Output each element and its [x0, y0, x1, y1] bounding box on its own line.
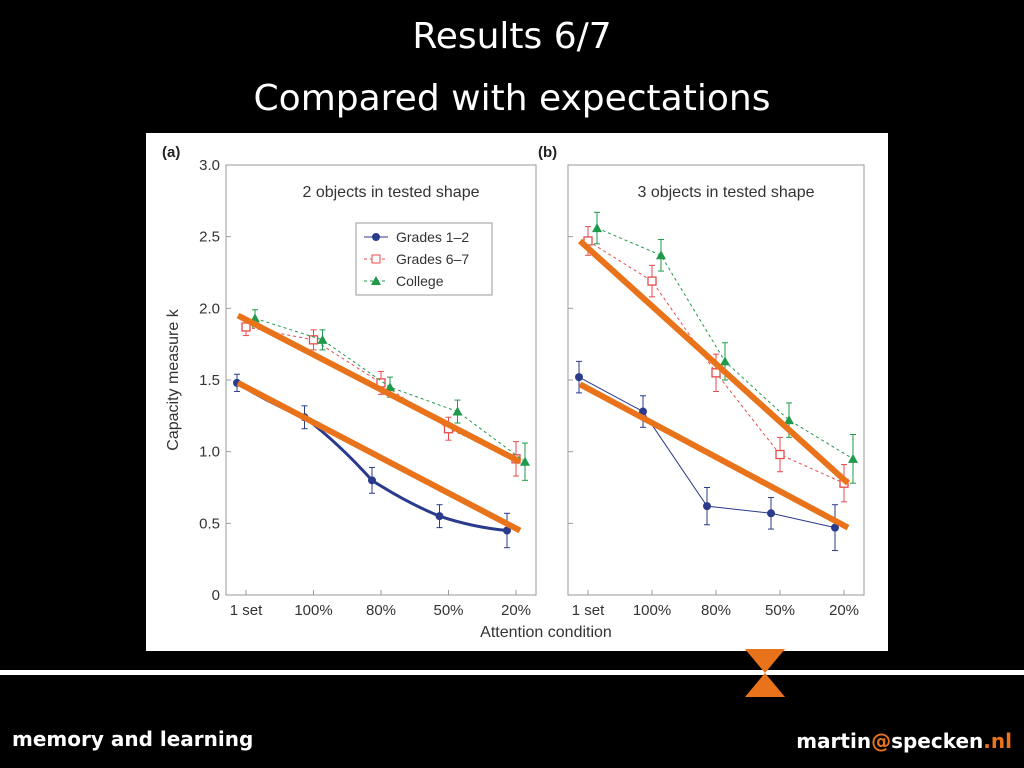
x-tick-label: 80% — [701, 602, 731, 619]
data-point — [767, 509, 775, 518]
x-tick-label: 50% — [765, 602, 795, 619]
data-point — [575, 373, 583, 382]
email-domain: specken — [891, 729, 984, 753]
data-point — [520, 456, 530, 466]
footer-topic: memory and learning — [12, 727, 254, 751]
data-point — [368, 476, 376, 485]
data-point — [435, 512, 444, 521]
footer-divider — [0, 670, 1024, 675]
x-tick-label: 80% — [366, 602, 396, 619]
y-tick-label: 2.5 — [199, 229, 220, 246]
panel-label: (a) — [162, 144, 180, 161]
legend-label: Grades 1–2 — [396, 229, 469, 245]
data-point — [452, 406, 463, 416]
panel-title: 3 objects in tested shape — [637, 184, 814, 201]
panel-label: (b) — [538, 144, 557, 161]
hourglass-icon — [745, 649, 785, 697]
legend: Grades 1–2 Grades 6–7 College — [355, 222, 493, 296]
slide-title-line1: Results 6/7 — [412, 16, 612, 57]
x-tick-label: 1 set — [572, 602, 605, 619]
email-tld: .nl — [983, 729, 1012, 753]
email-at: @ — [871, 729, 892, 753]
legend-marker — [371, 254, 381, 264]
data-point — [775, 449, 785, 460]
data-point — [647, 276, 657, 286]
footer-email[interactable]: martin@specken.nl — [796, 729, 1012, 753]
data-point — [848, 453, 858, 463]
overlay-trend-line — [578, 381, 850, 531]
figure-panel: (a) 2 objects in tested shape 1 set 100% 80%… — [146, 133, 888, 651]
data-point — [703, 502, 711, 511]
y-tick-label: 1.5 — [199, 372, 220, 389]
legend-label: Grades 6–7 — [396, 251, 469, 267]
x-tick-label: 1 set — [230, 602, 263, 619]
data-point — [308, 335, 319, 345]
email-user: martin — [796, 729, 872, 753]
data-point — [317, 334, 328, 344]
x-tick-label: 50% — [433, 602, 463, 619]
y-tick-label: 0.5 — [199, 515, 220, 532]
y-tick-label: 3.0 — [199, 157, 220, 174]
data-point — [656, 250, 666, 260]
legend-label: College — [396, 273, 444, 289]
overlay-trend-line — [236, 380, 522, 534]
data-point — [711, 368, 721, 378]
data-point — [592, 223, 602, 233]
x-axis-label: Attention condition — [480, 624, 612, 641]
legend-marker — [372, 233, 380, 241]
overlay-trend-line — [577, 238, 851, 486]
x-tick-label: 20% — [829, 602, 859, 619]
x-tick-label: 20% — [501, 602, 531, 619]
data-point — [831, 523, 839, 532]
data-point — [385, 382, 395, 392]
series-line — [254, 317, 526, 463]
data-point — [720, 356, 730, 366]
x-tick-label: 100% — [294, 602, 332, 619]
capacity-chart: (a) 2 objects in tested shape 1 set 100% 80%… — [162, 144, 865, 641]
data-point — [503, 526, 511, 535]
data-point — [784, 415, 794, 425]
panel-title: 2 objects in tested shape — [302, 184, 479, 201]
legend-marker — [371, 276, 381, 285]
x-tick-label: 100% — [633, 602, 671, 619]
y-tick-label: 1.0 — [199, 444, 220, 461]
y-axis-label: Capacity measure k — [165, 308, 182, 450]
slide-title-line2: Compared with expectations — [253, 78, 771, 119]
overlay-trend-line — [236, 312, 522, 465]
y-tick-label: 0 — [212, 587, 220, 604]
y-tick-label: 2.0 — [199, 300, 220, 317]
